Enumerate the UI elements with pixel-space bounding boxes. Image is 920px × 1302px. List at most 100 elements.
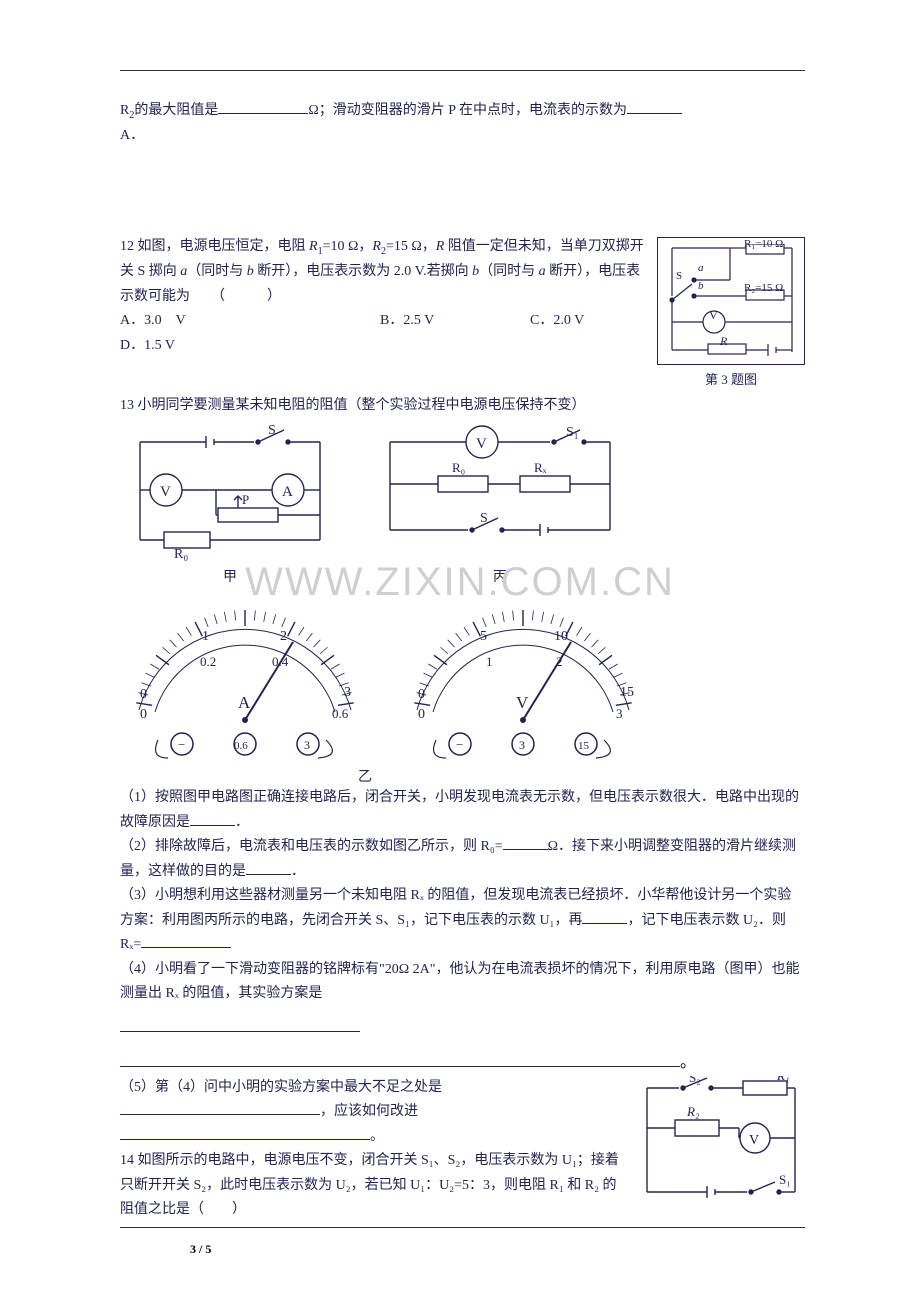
opt-b: B．2.5 V bbox=[380, 309, 530, 334]
svg-text:3: 3 bbox=[304, 738, 310, 752]
l: R₀ bbox=[174, 547, 188, 562]
page-number: 3 / 5 bbox=[190, 1242, 805, 1257]
svg-text:R₁: R₁ bbox=[776, 1076, 789, 1083]
q13-stem: 13 小明同学要测量某未知电阻的阻值（整个实验过程中电源电压保持不变） bbox=[120, 394, 805, 419]
opt-a: A．3.0 V bbox=[120, 309, 380, 334]
svg-text:10: 10 bbox=[554, 629, 568, 644]
blank bbox=[218, 99, 308, 114]
blank-line bbox=[120, 1047, 680, 1067]
svg-text:3: 3 bbox=[344, 685, 351, 700]
voltmeter-gauge: 0 0 5 1 10 2 15 3 V − 3 15 bbox=[398, 590, 648, 760]
opt-d: D．1.5 V bbox=[120, 334, 380, 359]
l: Rₓ bbox=[534, 460, 547, 475]
t: 12 如图，电源电压恒定，电阻 bbox=[120, 239, 309, 254]
jia-caption: 甲 bbox=[120, 566, 340, 586]
q13-p2: （2）排除故障后，电流表和电压表的示数如图乙所示，则 R₀=Ω．接下来小明调整变… bbox=[120, 835, 805, 884]
ammeter-gauge: 0 0 1 0.2 2 0.4 3 0.6 A − 0.6 3 bbox=[120, 590, 370, 760]
t: R bbox=[372, 239, 381, 254]
svg-text:R₂: R₂ bbox=[686, 1104, 700, 1119]
l: P bbox=[242, 492, 249, 507]
svg-text:0.2: 0.2 bbox=[200, 654, 216, 669]
t: （5）第（4）问中小明的实验方案中最大不足之处是 bbox=[120, 1080, 442, 1095]
t: R bbox=[309, 239, 318, 254]
l: V bbox=[160, 484, 171, 500]
top-rule bbox=[120, 70, 805, 71]
q11-unit: Ω；滑动变阻器的滑片 P 在中点时，电流表的示数为 bbox=[308, 103, 627, 118]
svg-text:0: 0 bbox=[418, 687, 425, 702]
q11-r: R bbox=[120, 103, 129, 118]
q13-fig-row1: S V A P R₀ 甲 bbox=[120, 424, 805, 586]
svg-text:−: − bbox=[178, 737, 185, 752]
l: S₁ bbox=[566, 425, 579, 440]
svg-text:3: 3 bbox=[519, 738, 525, 752]
fig-bing: S₁ V R₀ Rₓ S 丙 bbox=[370, 424, 630, 586]
svg-text:0.6: 0.6 bbox=[332, 706, 349, 721]
q12-a: a bbox=[698, 262, 704, 274]
q12-S: S bbox=[676, 270, 682, 282]
svg-text:0.4: 0.4 bbox=[272, 654, 289, 669]
l: V bbox=[476, 436, 487, 452]
svg-text:1: 1 bbox=[486, 654, 493, 669]
svg-text:V: V bbox=[516, 693, 529, 712]
blank bbox=[141, 933, 231, 948]
t: =15 Ω， bbox=[386, 239, 436, 254]
q13-p1: （1）按照图甲电路图正确连接电路后，闭合开关，小明发现电流表无示数，但电压表示数… bbox=[120, 786, 805, 835]
svg-text:0: 0 bbox=[140, 687, 147, 702]
yi-caption: 乙 bbox=[240, 766, 490, 786]
q11-line: R2的最大阻值是Ω；滑动变阻器的滑片 P 在中点时，电流表的示数为 bbox=[120, 99, 805, 124]
q12-V: V bbox=[709, 308, 718, 323]
q14-figure: S₂ R₁ R₂ V S₁ bbox=[635, 1076, 805, 1204]
blank bbox=[120, 1125, 370, 1140]
q12-r1-label: R₁=10 Ω bbox=[744, 238, 783, 250]
q11-mid: 的最大阻值是 bbox=[134, 103, 218, 118]
q13-p3: （3）小明想利用这些器材测量另一个未知电阻 Rₓ 的阻值，但发现电流表已经损坏．… bbox=[120, 884, 805, 958]
t: （同时与 bbox=[479, 264, 539, 279]
q12-figure: R₁=10 Ω R₂=15 Ω S a b V R 第 3 题图 bbox=[657, 237, 805, 388]
svg-text:1: 1 bbox=[202, 629, 209, 644]
svg-text:2: 2 bbox=[280, 629, 287, 644]
blank bbox=[120, 1100, 320, 1115]
t: =10 Ω， bbox=[323, 239, 373, 254]
svg-text:S₁: S₁ bbox=[779, 1172, 791, 1187]
svg-text:3: 3 bbox=[616, 706, 623, 721]
opt-c: C．2.0 V bbox=[530, 309, 584, 334]
q12-circuit-svg bbox=[664, 244, 796, 360]
t: b bbox=[247, 264, 254, 279]
l: R₀ bbox=[452, 460, 465, 475]
svg-text:0: 0 bbox=[418, 707, 425, 722]
blank bbox=[503, 835, 548, 850]
q12-b: b bbox=[698, 280, 704, 292]
blank bbox=[246, 860, 291, 875]
svg-text:0.6: 0.6 bbox=[234, 740, 248, 752]
fig-jia: S V A P R₀ 甲 bbox=[120, 424, 340, 586]
bottom-rule bbox=[120, 1227, 805, 1228]
svg-text:V: V bbox=[749, 1133, 759, 1148]
q12-caption: 第 3 题图 bbox=[657, 369, 805, 388]
q13-p4: （4）小明看了一下滑动变阻器的铭牌标有"20Ω 2A"，他认为在电流表损坏的情况… bbox=[120, 958, 805, 1007]
t: （4）小明看了一下滑动变阻器的铭牌标有"20Ω 2A"，他认为在电流表损坏的情况… bbox=[120, 962, 799, 1002]
svg-text:15: 15 bbox=[620, 685, 634, 700]
svg-text:5: 5 bbox=[480, 629, 487, 644]
svg-text:15: 15 bbox=[578, 740, 590, 752]
svg-text:2: 2 bbox=[556, 654, 563, 669]
q12-R: R bbox=[720, 334, 727, 349]
blank bbox=[582, 909, 627, 924]
t: 断开），电压表示数为 2.0 V.若掷向 bbox=[254, 264, 472, 279]
t: a bbox=[539, 264, 546, 279]
blank bbox=[627, 99, 682, 114]
t: （同时与 bbox=[187, 264, 247, 279]
svg-text:−: − bbox=[456, 737, 463, 752]
svg-text:A: A bbox=[238, 693, 251, 712]
t: （2）排除故障后，电流表和电压表的示数如图乙所示，则 R₀= bbox=[120, 839, 503, 854]
l: S bbox=[480, 511, 488, 526]
blank-line bbox=[120, 1015, 360, 1032]
svg-text:0: 0 bbox=[140, 707, 147, 722]
blank bbox=[190, 811, 235, 826]
q12-r2-label: R₂=15 Ω bbox=[744, 282, 783, 294]
l: A bbox=[282, 484, 293, 500]
svg-text:S₂: S₂ bbox=[689, 1076, 701, 1085]
q11-line2: A． bbox=[120, 124, 805, 149]
l: S bbox=[268, 424, 276, 438]
q13-fig-row2: 0 0 1 0.2 2 0.4 3 0.6 A − 0.6 3 bbox=[120, 590, 805, 760]
t: ，应该如何改进 bbox=[320, 1104, 418, 1119]
